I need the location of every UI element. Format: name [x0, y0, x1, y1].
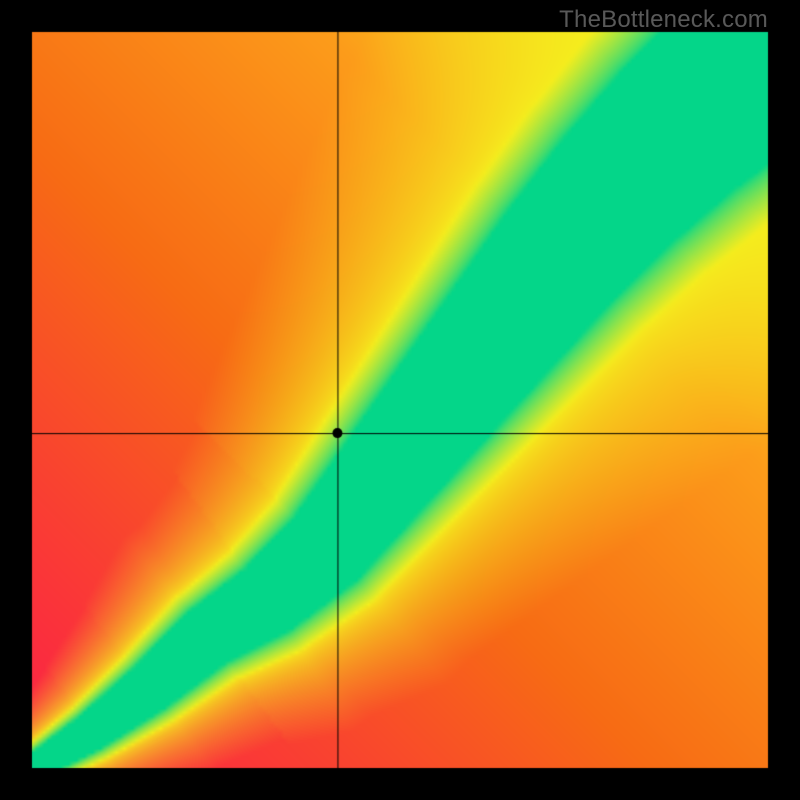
chart-container: TheBottleneck.com: [0, 0, 800, 800]
watermark-label: TheBottleneck.com: [559, 6, 768, 34]
heatmap-canvas: [0, 0, 800, 800]
